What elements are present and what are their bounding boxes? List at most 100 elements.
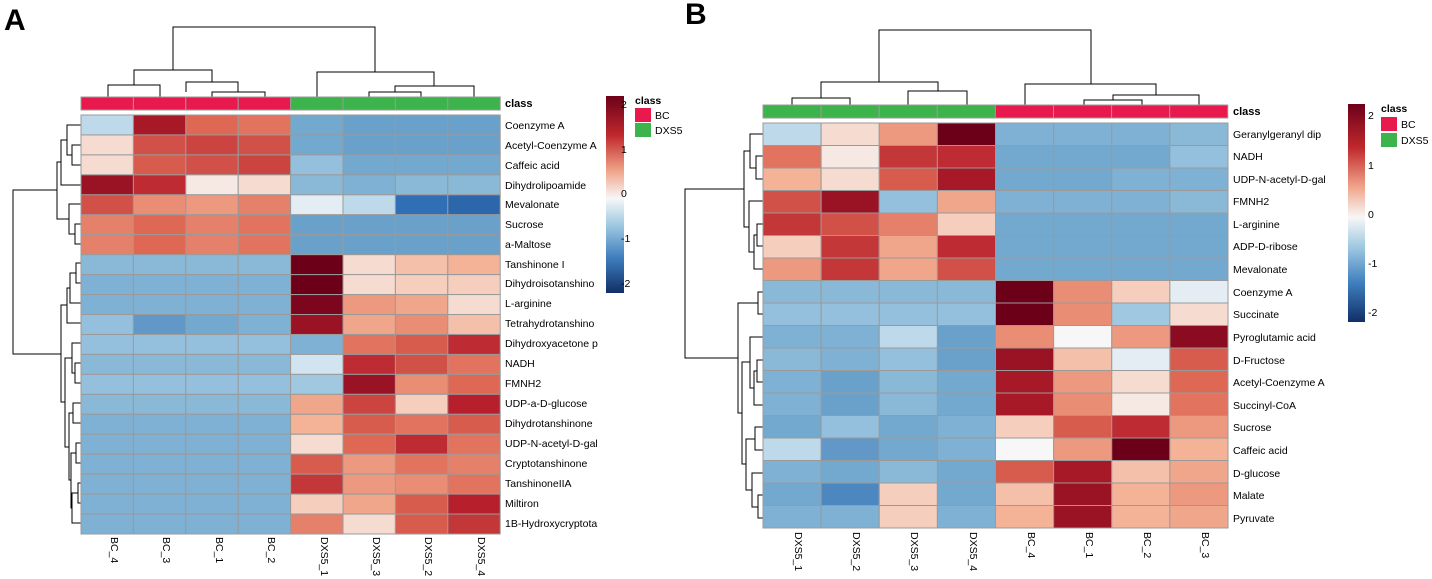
heatmap-cell [80, 373, 134, 395]
heatmap-cell [936, 370, 997, 394]
heatmap-cell [995, 167, 1055, 191]
heatmap-cell [237, 473, 292, 495]
heatmap-cell [936, 167, 997, 191]
heatmap-cell [995, 370, 1055, 394]
column-label: DXS5_4 [475, 537, 487, 576]
heatmap-cell [820, 482, 880, 506]
heatmap-cell [1169, 325, 1229, 349]
heatmap-cell [342, 453, 396, 475]
heatmap-cell [820, 145, 880, 169]
column-dendrogram-b [791, 29, 1200, 105]
heatmap-cell [820, 122, 880, 146]
row-labels-a: Coenzyme A Acetyl-Coenzyme A Caffeic aci… [505, 120, 598, 530]
heatmap-cell [1053, 167, 1113, 191]
heatmap-cell [1169, 257, 1229, 281]
heatmap-cell [237, 174, 292, 196]
heatmap-cell [1053, 302, 1113, 326]
heatmap-cell [342, 413, 396, 435]
heatmap-cell [342, 114, 396, 136]
heatmap-cell [995, 347, 1055, 371]
row-label: D-Fructose [1233, 355, 1285, 367]
heatmap-cell [237, 134, 292, 156]
heatmap-panel-a: A [4, 4, 683, 576]
class-cell [1111, 104, 1171, 119]
heatmap-cell [447, 154, 501, 176]
heatmap-cell [1053, 235, 1113, 259]
heatmap-cell [394, 154, 449, 176]
heatmap-cell [447, 333, 501, 355]
heatmap-cell [185, 254, 239, 276]
heatmap-cell [342, 433, 396, 455]
heatmap-cell [936, 257, 997, 281]
heatmap-cell [342, 473, 396, 495]
heatmap-cell [762, 415, 822, 439]
heatmap-cell [342, 353, 396, 375]
class-cell [878, 104, 938, 119]
heatmap-cell [342, 234, 396, 256]
class-cell [237, 96, 292, 111]
heatmap-cell [1053, 370, 1113, 394]
column-labels-a: BC_4 BC_3 BC_1 BC_2 DXS5_1 DXS5_3 DXS5_2… [108, 537, 487, 576]
heatmap-cell [995, 325, 1055, 349]
heatmap-cell [237, 353, 292, 375]
heatmap-cell [762, 167, 822, 191]
heatmap-cell [878, 347, 938, 371]
heatmap-cell [80, 274, 134, 296]
heatmap-cell [447, 353, 501, 375]
heatmap-cell [1053, 325, 1113, 349]
heatmap-cell [1169, 370, 1229, 394]
heatmap-cell [237, 314, 292, 335]
heatmap-cell [820, 212, 880, 236]
heatmap-cell [342, 174, 396, 196]
heatmap-cell [185, 453, 239, 475]
heatmap-cell [878, 212, 938, 236]
heatmap-cell [185, 493, 239, 515]
heatmap-cell [132, 353, 187, 375]
row-label: Dihydroisotanshino [505, 278, 594, 290]
heatmap-cell [132, 194, 187, 216]
column-label: BC_1 [1083, 532, 1095, 558]
heatmap-cell [394, 274, 449, 296]
row-label: Acetyl-Coenzyme A [505, 140, 597, 152]
legend-label-dxs5: DXS5 [1401, 135, 1429, 147]
heatmap-cell [820, 460, 880, 484]
class-annotation-bar-a [80, 96, 501, 111]
heatmap-cell [878, 302, 938, 326]
heatmap-cell [1111, 122, 1171, 146]
heatmap-cell [185, 154, 239, 176]
column-label: BC_4 [1025, 532, 1037, 558]
heatmap-cell [342, 274, 396, 296]
class-cell [80, 96, 134, 111]
heatmap-cell [237, 433, 292, 455]
heatmap-cell [1111, 145, 1171, 169]
heatmap-cell [290, 373, 344, 395]
row-label: Dihydrotanshinone [505, 418, 593, 430]
heatmap-cell [1053, 257, 1113, 281]
heatmap-cell [394, 513, 449, 535]
heatmap-cell [447, 254, 501, 276]
heatmap-cell [936, 280, 997, 304]
heatmap-cell [290, 413, 344, 435]
heatmap-cell [394, 214, 449, 236]
heatmap-cell [1053, 347, 1113, 371]
heatmap-cell [132, 254, 187, 276]
heatmap-cell [1169, 280, 1229, 304]
heatmap-cell [820, 370, 880, 394]
heatmap-cell [290, 154, 344, 176]
column-label: BC_4 [108, 537, 120, 563]
heatmap-cell [80, 473, 134, 495]
legend-swatch-bc [1381, 117, 1397, 131]
heatmap-cell [185, 433, 239, 455]
heatmap-cell [762, 190, 822, 214]
heatmap-cell [394, 353, 449, 375]
heatmap-cell [878, 415, 938, 439]
heatmap-cell [1111, 370, 1171, 394]
heatmap-cell [447, 513, 501, 535]
heatmap-cell [447, 433, 501, 455]
class-cell [762, 104, 822, 119]
class-row-label-a: class [505, 98, 533, 110]
heatmap-cell [394, 254, 449, 276]
heatmap-cell [1111, 347, 1171, 371]
heatmap-cell [762, 347, 822, 371]
heatmap-cell [878, 370, 938, 394]
